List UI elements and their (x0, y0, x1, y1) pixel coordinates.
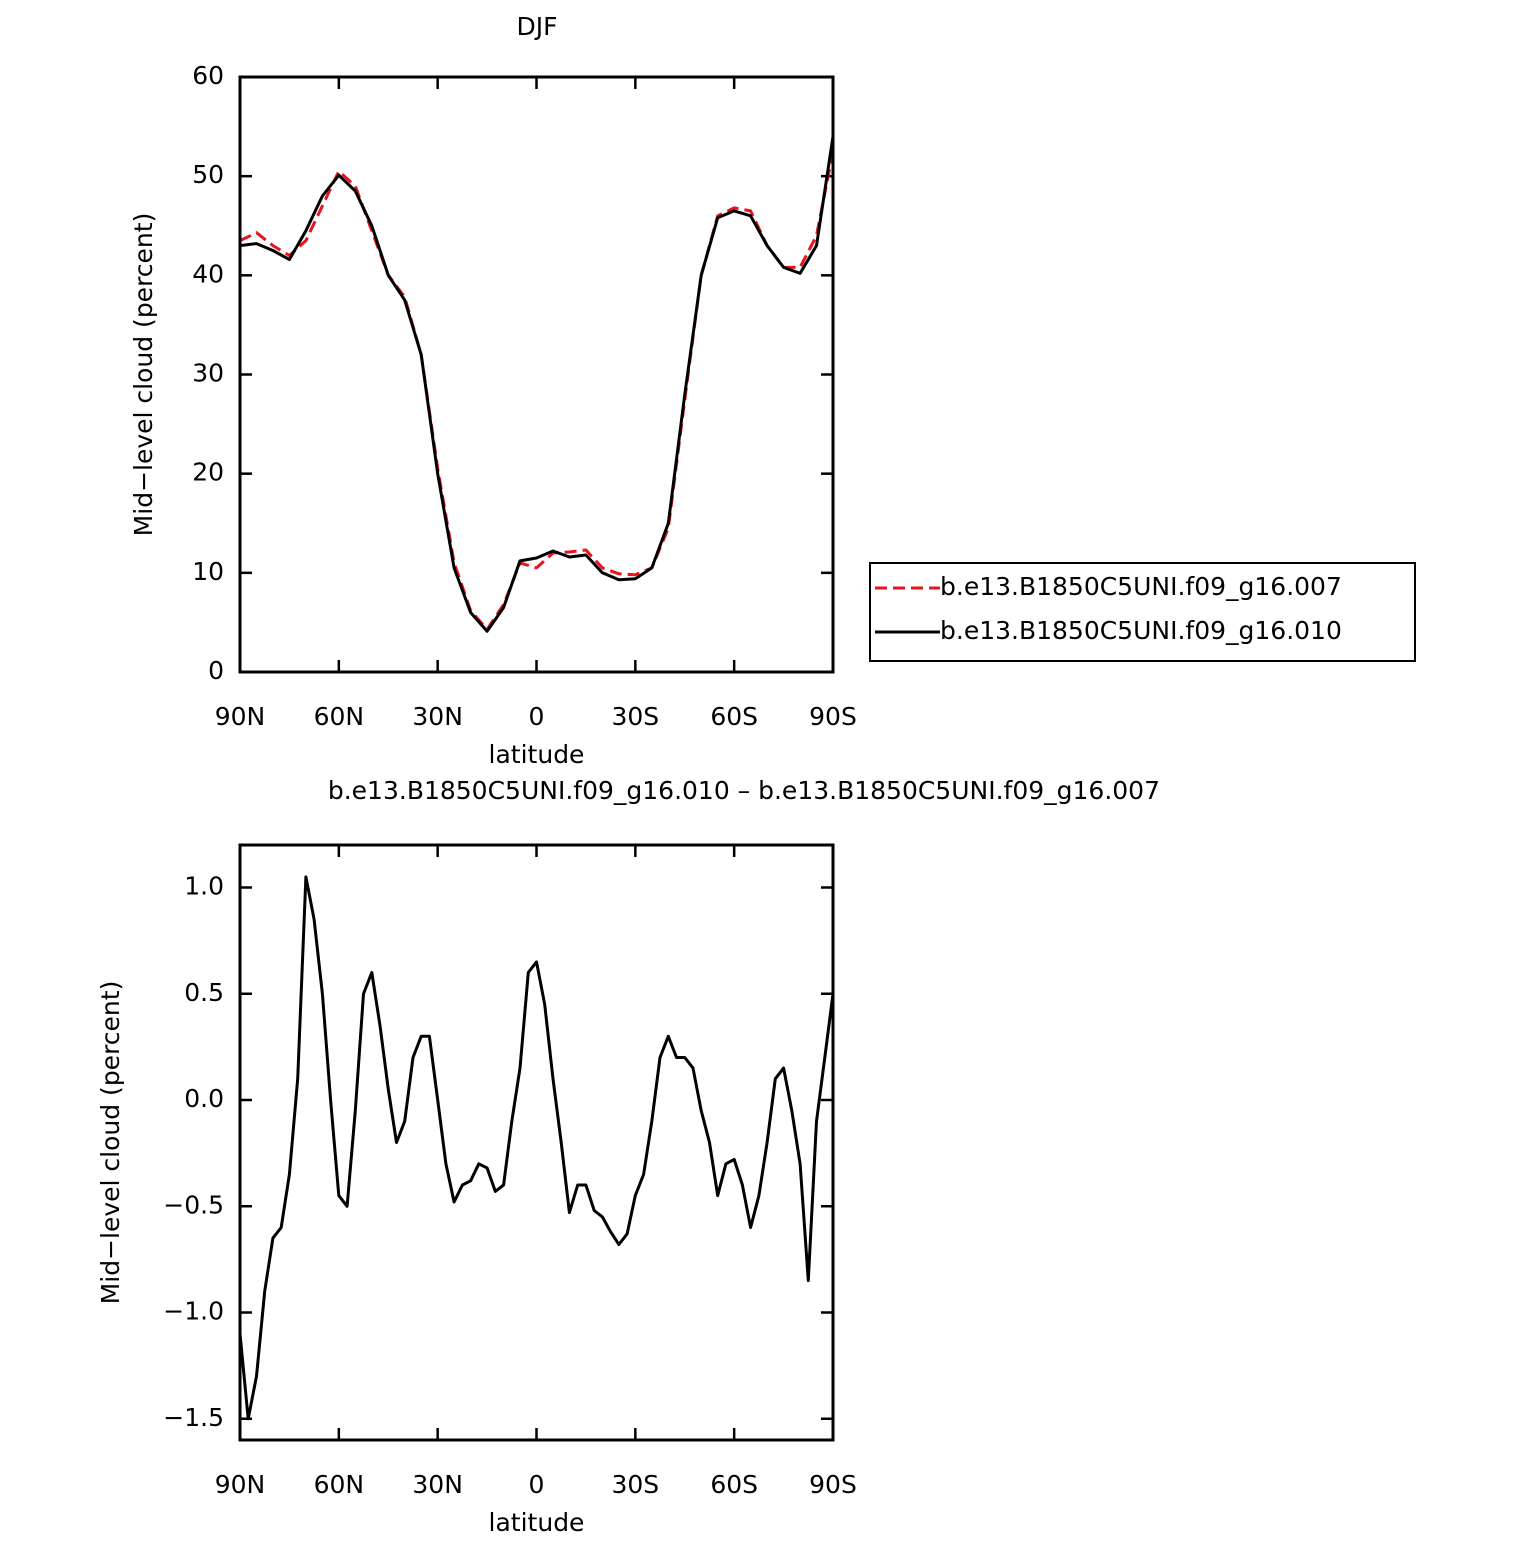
y-tick-label: 50 (192, 160, 224, 189)
data-line (239, 136, 835, 633)
y-axis-label: Mid−level cloud (percent) (96, 981, 125, 1305)
legend-box (869, 562, 1416, 662)
x-tick-label: 60N (314, 1470, 365, 1499)
x-tick-label: 30N (412, 1470, 463, 1499)
y-tick-label: −1.0 (163, 1297, 224, 1326)
y-tick-label: 30 (192, 359, 224, 388)
legend-label: b.e13.B1850C5UNI.f09_g16.010 (940, 616, 1342, 645)
plot-frame (238, 843, 835, 1442)
x-tick-label: 30S (611, 1470, 659, 1499)
chart-title: DJF (516, 12, 557, 41)
y-tick-label: 40 (192, 259, 224, 288)
x-tick-label: 30S (611, 702, 659, 731)
data-line (238, 875, 835, 1421)
y-tick-label: −1.5 (163, 1403, 224, 1432)
data-line (239, 151, 835, 631)
x-tick-label: 60N (314, 702, 365, 731)
y-tick-label: −0.5 (163, 1190, 224, 1219)
chart-title: b.e13.B1850C5UNI.f09_g16.010 – b.e13.B18… (328, 776, 1160, 805)
x-tick-label: 90S (809, 1470, 857, 1499)
y-tick-label: 60 (192, 61, 224, 90)
x-axis-label: latitude (489, 1508, 585, 1537)
y-tick-label: 0 (208, 656, 224, 685)
y-tick-label: 10 (192, 557, 224, 586)
x-axis-label: latitude (489, 740, 585, 769)
x-tick-label: 60S (710, 1470, 758, 1499)
y-tick-label: 20 (192, 458, 224, 487)
legend-label: b.e13.B1850C5UNI.f09_g16.007 (940, 572, 1342, 601)
plot-frame (238, 75, 835, 674)
x-tick-label: 90N (215, 702, 266, 731)
y-tick-label: 0.0 (184, 1084, 224, 1113)
x-tick-label: 90N (215, 1470, 266, 1499)
y-tick-label: 1.0 (184, 872, 224, 901)
x-tick-label: 0 (529, 1470, 545, 1499)
y-axis-label: Mid−level cloud (percent) (129, 213, 158, 537)
x-tick-label: 30N (412, 702, 463, 731)
x-tick-label: 90S (809, 702, 857, 731)
y-tick-label: 0.5 (184, 978, 224, 1007)
x-tick-label: 60S (710, 702, 758, 731)
x-tick-label: 0 (529, 702, 545, 731)
